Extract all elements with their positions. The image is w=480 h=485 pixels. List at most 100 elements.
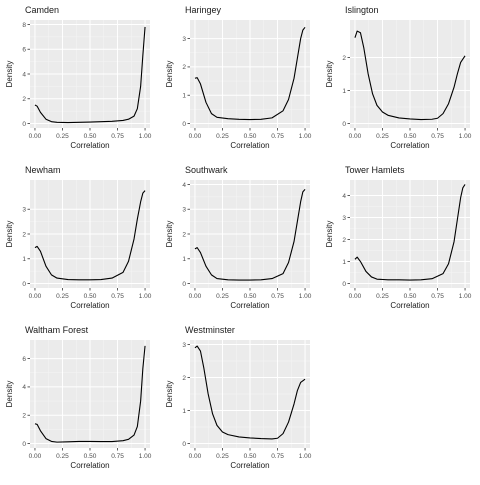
x-tick-label: 1.00 (299, 133, 312, 140)
y-axis-label: Density (5, 61, 14, 88)
y-tick-label: 6 (22, 356, 26, 363)
y-tick-label: 0 (182, 441, 186, 448)
x-tick-label: 0.75 (111, 133, 124, 140)
y-axis-label: Density (325, 61, 334, 88)
facet-title: Newham (25, 165, 61, 175)
y-tick-label: 4 (22, 384, 26, 391)
x-axis-label: Correlation (230, 141, 269, 150)
density-curve (34, 190, 146, 281)
y-tick-label: 0 (182, 121, 186, 128)
facet-title: Westminster (185, 325, 235, 335)
facet-panel: 0.00 0.25 0.50 0.75 1.00 0 2 4 6 Waltham Forest Co… (5, 325, 152, 470)
y-tick-label: 2 (182, 231, 186, 238)
y-tick-label: 6 (22, 47, 26, 54)
y-tick-label: 3 (182, 342, 186, 349)
x-tick-label: 0.50 (244, 453, 257, 460)
x-axis-label: Correlation (230, 461, 269, 470)
y-tick-label: 4 (22, 71, 26, 78)
x-axis-label: Correlation (390, 141, 429, 150)
y-tick-label: 8 (22, 22, 26, 29)
facet-panel: 0.00 0.25 0.50 0.75 1.00 0 1 2 3 4 Southwark Correl… (165, 165, 312, 310)
y-tick-label: 2 (182, 64, 186, 71)
x-tick-label: 1.00 (459, 133, 472, 140)
y-tick-label: 3 (182, 36, 186, 43)
facet-panel: 0.00 0.25 0.50 0.75 1.00 0 2 4 6 8 Camden Correlati… (5, 5, 152, 150)
y-axis-label: Density (165, 61, 174, 88)
facet-title: Islington (345, 5, 379, 15)
x-tick-label: 0.25 (56, 133, 69, 140)
x-tick-label: 0.50 (84, 293, 97, 300)
x-tick-label: 0.00 (189, 133, 202, 140)
facet-panel: 0.00 0.25 0.50 0.75 1.00 0 1 2 3 Westminster Corre… (165, 325, 312, 470)
x-tick-label: 0.75 (271, 133, 284, 140)
y-axis-label: Density (325, 221, 334, 248)
x-tick-label: 0.75 (111, 293, 124, 300)
x-tick-label: 0.75 (111, 453, 124, 460)
y-tick-label: 1 (342, 88, 346, 95)
facet-title: Haringey (185, 5, 222, 15)
y-tick-label: 2 (342, 55, 346, 62)
facet-panel: 0.00 0.25 0.50 0.75 1.00 0 1 2 Islington Correlat… (325, 5, 472, 150)
y-tick-label: 2 (22, 231, 26, 238)
y-tick-label: 1 (182, 256, 186, 263)
y-tick-label: 3 (342, 215, 346, 222)
y-tick-label: 4 (182, 182, 186, 189)
y-tick-label: 1 (342, 259, 346, 266)
y-axis-label: Density (5, 221, 14, 248)
y-tick-label: 0 (342, 121, 346, 128)
y-axis-label: Density (165, 221, 174, 248)
y-tick-label: 1 (182, 93, 186, 100)
density-curve (354, 30, 466, 121)
y-tick-label: 3 (22, 207, 26, 214)
x-tick-label: 0.75 (271, 453, 284, 460)
x-axis-label: Correlation (70, 461, 109, 470)
x-tick-label: 0.50 (404, 133, 417, 140)
y-tick-label: 2 (22, 96, 26, 103)
x-tick-label: 1.00 (459, 293, 472, 300)
y-tick-label: 1 (182, 408, 186, 415)
y-tick-label: 0 (342, 281, 346, 288)
y-tick-label: 0 (182, 281, 186, 288)
facet-panel: 0.00 0.25 0.50 0.75 1.00 0 1 2 3 Newham Correlatio… (5, 165, 152, 310)
x-tick-label: 1.00 (299, 293, 312, 300)
x-tick-label: 0.50 (244, 293, 257, 300)
y-tick-label: 2 (22, 413, 26, 420)
x-tick-label: 0.75 (431, 133, 444, 140)
y-tick-label: 2 (182, 375, 186, 382)
x-tick-label: 0.25 (376, 293, 389, 300)
y-tick-label: 0 (22, 441, 26, 448)
x-tick-label: 0.75 (271, 293, 284, 300)
x-tick-label: 0.00 (29, 293, 42, 300)
x-tick-label: 0.50 (404, 293, 417, 300)
y-axis-label: Density (165, 381, 174, 408)
x-tick-label: 0.00 (29, 453, 42, 460)
facet-panel: 0.00 0.25 0.50 0.75 1.00 0 1 2 3 4 Tower Hamlets Co… (325, 165, 472, 310)
y-tick-label: 4 (342, 193, 346, 200)
x-axis-label: Correlation (70, 141, 109, 150)
density-curve (194, 26, 306, 121)
x-tick-label: 0.25 (56, 453, 69, 460)
x-axis-label: Correlation (390, 301, 429, 310)
x-tick-label: 0.75 (431, 293, 444, 300)
x-tick-label: 0.50 (244, 133, 257, 140)
x-tick-label: 1.00 (299, 453, 312, 460)
facet-title: Waltham Forest (25, 325, 89, 335)
x-tick-label: 1.00 (139, 293, 152, 300)
y-tick-label: 2 (342, 237, 346, 244)
density-curve (354, 184, 466, 281)
y-axis-label: Density (5, 381, 14, 408)
density-curve (194, 345, 306, 440)
x-tick-label: 0.50 (84, 133, 97, 140)
x-tick-label: 0.25 (376, 133, 389, 140)
density-curve (194, 189, 306, 281)
x-tick-label: 0.25 (216, 293, 229, 300)
x-tick-label: 0.00 (349, 133, 362, 140)
facet-panel: 0.00 0.25 0.50 0.75 1.00 0 1 2 3 Haringey Correlat… (165, 5, 312, 150)
facet-title: Southwark (185, 165, 228, 175)
x-tick-label: 0.25 (216, 133, 229, 140)
facet-title: Camden (25, 5, 59, 15)
x-tick-label: 1.00 (139, 133, 152, 140)
y-tick-label: 3 (182, 207, 186, 214)
